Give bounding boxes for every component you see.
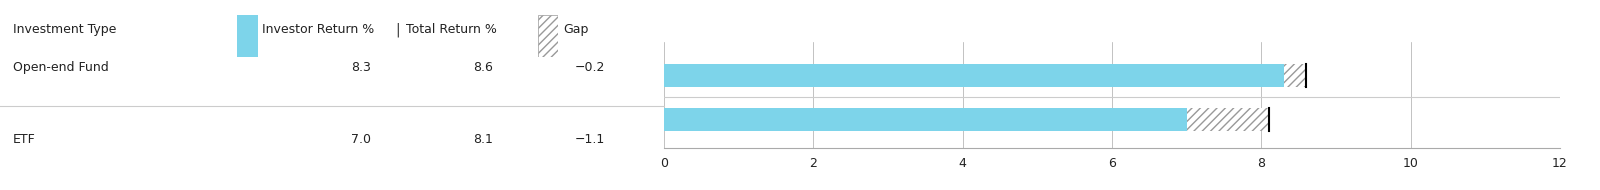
Text: Open-end Fund: Open-end Fund <box>13 61 109 74</box>
Text: −0.2: −0.2 <box>574 61 605 74</box>
Text: 7.0: 7.0 <box>352 133 371 146</box>
Text: Investor Return %: Investor Return % <box>262 23 374 36</box>
Bar <box>1187 108 1269 131</box>
Text: 8.3: 8.3 <box>352 61 371 74</box>
Text: Gap: Gap <box>563 23 589 36</box>
Text: |: | <box>395 23 400 37</box>
Text: 8.1: 8.1 <box>474 133 493 146</box>
Text: ETF: ETF <box>13 133 35 146</box>
Text: −1.1: −1.1 <box>574 133 605 146</box>
Bar <box>664 108 1187 131</box>
Bar <box>1283 63 1306 87</box>
Text: Investment Type: Investment Type <box>13 23 117 36</box>
Text: 8.6: 8.6 <box>474 61 493 74</box>
Bar <box>664 63 1283 87</box>
Text: Total Return %: Total Return % <box>406 23 498 36</box>
